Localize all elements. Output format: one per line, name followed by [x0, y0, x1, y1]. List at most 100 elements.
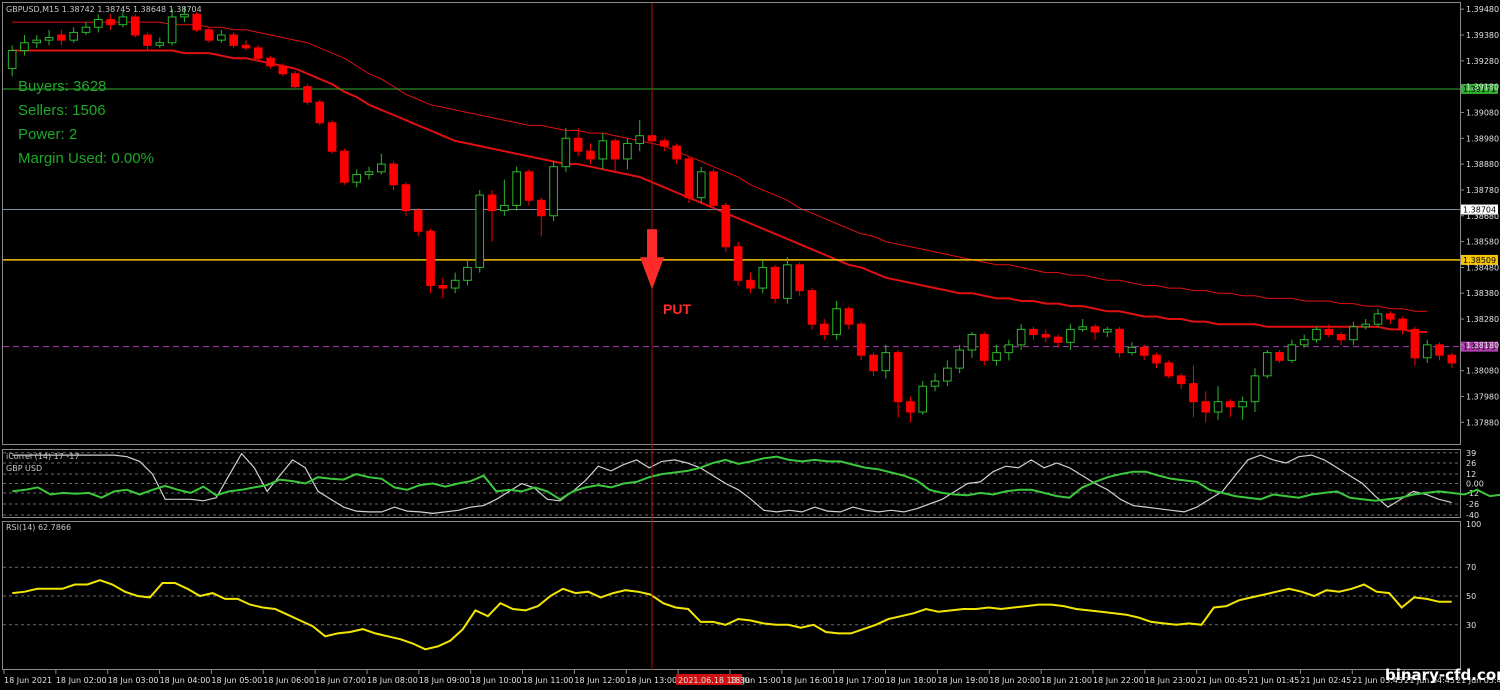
candle — [1373, 308, 1383, 327]
candle — [672, 143, 681, 165]
price-tick-label: 1.39280 — [1466, 57, 1499, 66]
candle-body — [155, 42, 165, 46]
price-axis: 1.39480 1.39380 1.39280 1.39180 1.39080 1.389… — [1460, 5, 1499, 427]
candle — [7, 45, 17, 77]
candle — [1004, 339, 1014, 361]
time-tick-label: 18 Jun 07:00 — [315, 676, 366, 685]
candle — [1066, 324, 1075, 351]
candle — [93, 14, 103, 33]
candle — [1189, 365, 1198, 418]
put-arrow-head — [640, 257, 665, 290]
candle-body — [1152, 354, 1161, 364]
candle — [20, 34, 29, 56]
candle — [1201, 391, 1211, 423]
candle-body — [364, 171, 374, 175]
price-tick-label: 1.39380 — [1466, 31, 1499, 40]
candle-body — [290, 73, 300, 88]
candle-body — [967, 334, 977, 351]
candle — [512, 166, 521, 211]
candle-body — [1312, 328, 1321, 341]
candle — [1336, 331, 1346, 345]
candle — [401, 182, 411, 216]
candle-body — [586, 150, 595, 160]
time-tick-label: 18 Jun 12:00 — [574, 676, 625, 685]
candle — [967, 331, 977, 358]
candle-body — [266, 57, 275, 67]
watermark: binary-cfd.com — [1385, 666, 1500, 684]
buyers-label: Buyers: 3628 — [18, 78, 106, 95]
candle-body — [1127, 346, 1137, 354]
put-arrow-shaft — [647, 229, 658, 260]
candle-body — [1189, 383, 1198, 403]
candle-body — [930, 380, 940, 387]
candle — [943, 360, 952, 387]
rsi-tick-label: 70 — [1466, 563, 1476, 572]
candle-body — [106, 18, 115, 26]
candle — [598, 133, 608, 170]
candle — [1226, 399, 1235, 418]
level-tag-pivot — [1461, 341, 1498, 352]
candle — [1361, 319, 1371, 330]
candle-body — [979, 334, 989, 361]
candle — [1398, 316, 1407, 335]
candle — [1312, 326, 1321, 343]
correl-series-a — [12, 455, 1500, 502]
price-tick-label: 1.38380 — [1466, 289, 1499, 298]
candle-body — [1029, 328, 1038, 336]
price-tick-label: 1.38980 — [1466, 134, 1499, 143]
candle-body — [1373, 313, 1383, 325]
candle-body — [1053, 336, 1063, 343]
candle-body — [1336, 334, 1346, 341]
price-tick-label: 1.38080 — [1466, 367, 1499, 376]
price-tick-label: 1.38780 — [1466, 186, 1499, 195]
time-tick-label: 18 Jun 02:00 — [56, 676, 107, 685]
chart-title: GBPUSD,M15 1.38742 1.38745 1.38648 1.387… — [6, 5, 202, 14]
candle — [303, 84, 312, 105]
time-tick-label: 18 Jun 15:00 — [730, 676, 781, 685]
level-tag-label: 1.38173 — [1463, 343, 1496, 352]
candle — [746, 272, 755, 294]
candle-body — [1398, 318, 1407, 330]
candle-body — [1016, 328, 1026, 346]
candle-body — [1238, 401, 1247, 408]
candle-body — [401, 184, 411, 212]
candle — [1029, 326, 1038, 340]
candle — [979, 331, 989, 366]
candle-body — [524, 171, 534, 201]
candle — [844, 306, 854, 330]
time-tick-label: 21 Jun 04:45 — [1404, 676, 1455, 685]
candle-body — [204, 29, 214, 41]
time-tick-label: 18 Jun 2021 — [4, 676, 52, 685]
candle-body — [573, 137, 583, 152]
candle-body — [795, 264, 804, 292]
candle — [1299, 334, 1309, 348]
candle — [930, 373, 940, 392]
candle-body — [943, 367, 952, 382]
candle — [1041, 329, 1051, 343]
candle — [1410, 326, 1420, 366]
time-tick-label: 18 Jun 19:00 — [937, 676, 988, 685]
candle — [709, 169, 718, 211]
candle-body — [1386, 313, 1395, 320]
candle — [1435, 342, 1444, 361]
time-tick-label: 18 Jun 21:00 — [1041, 676, 1092, 685]
candle — [180, 6, 189, 23]
candle-body — [229, 34, 238, 46]
time-tick-label: 18 Jun 17:00 — [834, 676, 885, 685]
candle-body — [610, 140, 620, 160]
candle-body — [721, 204, 731, 248]
candle-body — [192, 13, 202, 31]
candle-body — [1435, 344, 1444, 356]
candle — [1016, 324, 1026, 351]
candle-body — [1262, 352, 1272, 377]
time-tick-label: 18 Jun 04:00 — [160, 676, 211, 685]
candle-body — [844, 308, 854, 325]
candle-body — [426, 230, 435, 286]
correl-legend: GBP USD — [6, 464, 42, 473]
candle-body — [807, 290, 817, 325]
rsi-indicator: 100 70 50 30 — [3, 520, 1481, 651]
candle — [1139, 344, 1149, 361]
candle — [352, 169, 362, 188]
candle-body — [758, 266, 768, 289]
